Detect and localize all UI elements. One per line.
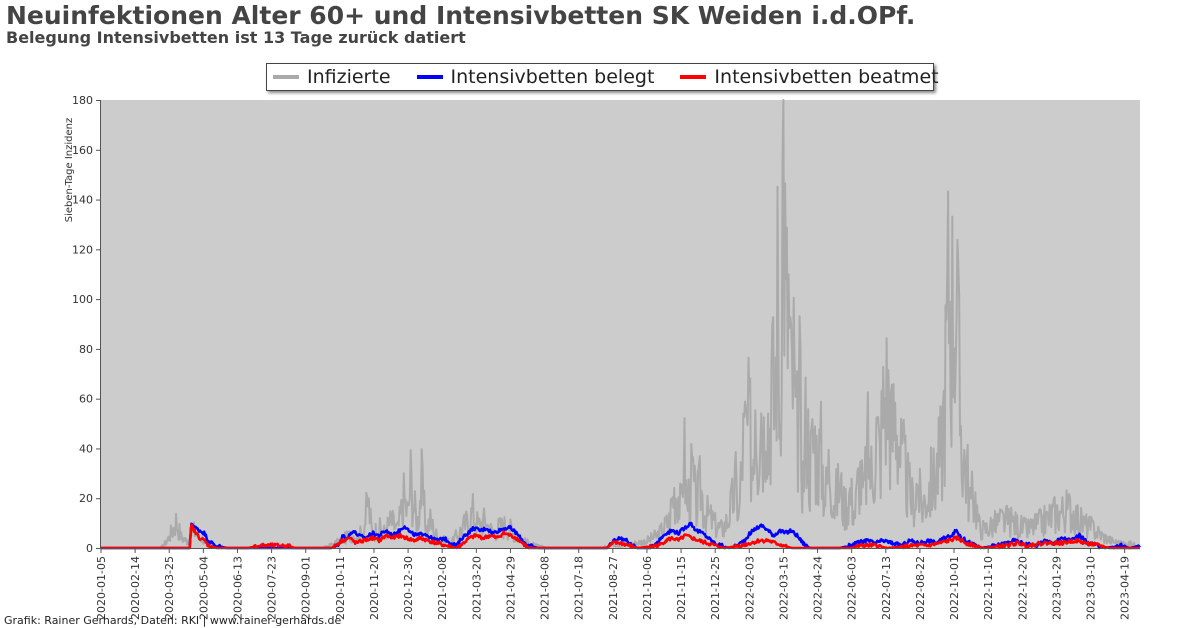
x-tick-label: 2022-11-10 — [982, 556, 995, 620]
x-tick-label: 2022-10-01 — [948, 556, 961, 620]
x-tick-label: 2021-07-18 — [573, 556, 586, 620]
x-tick-label: 2022-12-20 — [1016, 556, 1029, 620]
x-tick-label: 2020-12-30 — [402, 556, 415, 620]
legend-item-belegt: Intensivbetten belegt — [416, 66, 655, 88]
y-tick-label: 120 — [72, 243, 93, 256]
footer-credit: Grafik: Rainer Gerhards, Daten: RKI | ww… — [4, 614, 342, 627]
y-tick-label: 40 — [79, 442, 93, 455]
legend-label-belegt: Intensivbetten belegt — [450, 66, 655, 88]
x-tick-label: 2022-06-03 — [846, 556, 859, 620]
x-tick-label: 2022-03-15 — [777, 556, 790, 620]
legend-swatch-infizierte — [273, 75, 299, 79]
chart-legend: Infizierte Intensivbetten belegt Intensi… — [266, 63, 939, 91]
y-tick-label: 140 — [72, 194, 93, 207]
x-tick-label: 2021-11-15 — [675, 556, 688, 620]
y-ticks: 0 20 40 60 80 100 120 140 160 180 — [72, 94, 101, 555]
x-tick-label: 2021-06-08 — [539, 556, 552, 620]
x-tick-label: 2021-08-27 — [607, 556, 620, 620]
x-tick-label: 2020-10-11 — [334, 556, 347, 620]
x-tick-label: 2021-02-08 — [436, 556, 449, 620]
x-tick-label: 2022-08-22 — [914, 556, 927, 620]
x-tick-label: 2020-09-01 — [300, 556, 313, 620]
legend-item-infizierte: Infizierte — [273, 66, 391, 88]
y-tick-label: 180 — [72, 94, 93, 107]
x-tick-label: 2022-02-03 — [743, 556, 756, 620]
x-tick-label: 2020-01-05 — [95, 556, 108, 620]
x-tick-label: 2020-05-04 — [197, 556, 210, 620]
x-tick-label: 2021-10-06 — [641, 556, 654, 620]
y-tick-label: 100 — [72, 293, 93, 306]
x-tick-label: 2022-04-24 — [812, 556, 825, 620]
chart-subtitle: Belegung Intensivbetten ist 13 Tage zurü… — [6, 28, 466, 47]
x-tick-label: 2020-06-13 — [231, 556, 244, 620]
y-tick-label: 160 — [72, 144, 93, 157]
legend-item-beatmet: Intensivbetten beatmet — [680, 66, 939, 88]
y-tick-label: 20 — [79, 492, 93, 505]
x-tick-label: 2021-04-29 — [504, 556, 517, 620]
x-tick-label: 2023-01-29 — [1050, 556, 1063, 620]
x-ticks: 2020-01-05 2020-02-14 2020-03-25 2020-05-04… — [95, 548, 1132, 620]
y-axis-label: Sieben-Tage Inzidenz — [64, 118, 75, 222]
y-tick-label: 80 — [79, 343, 93, 356]
legend-label-infizierte: Infizierte — [307, 66, 391, 88]
legend-swatch-belegt — [416, 75, 443, 79]
x-tick-label: 2020-03-25 — [163, 556, 176, 620]
y-tick-label: 60 — [79, 393, 93, 406]
y-tick-label: 0 — [86, 542, 93, 555]
x-tick-label: 2022-07-13 — [880, 556, 893, 620]
x-tick-label: 2021-12-25 — [709, 556, 722, 620]
plot-area — [101, 100, 1140, 548]
x-tick-label: 2020-07-23 — [266, 556, 279, 620]
x-tick-label: 2023-03-10 — [1085, 556, 1098, 620]
x-tick-label: 2020-02-14 — [129, 556, 142, 620]
series-line-intensivbetten-beatmet — [100, 523, 1141, 550]
legend-swatch-beatmet — [680, 75, 707, 79]
x-tick-label: 2021-03-20 — [470, 556, 483, 620]
chart-title: Neuinfektionen Alter 60+ und Intensivbet… — [6, 1, 916, 30]
legend-label-beatmet: Intensivbetten beatmet — [714, 66, 939, 88]
x-tick-label: 2020-11-20 — [368, 556, 381, 620]
x-tick-label: 2023-04-19 — [1119, 556, 1132, 620]
